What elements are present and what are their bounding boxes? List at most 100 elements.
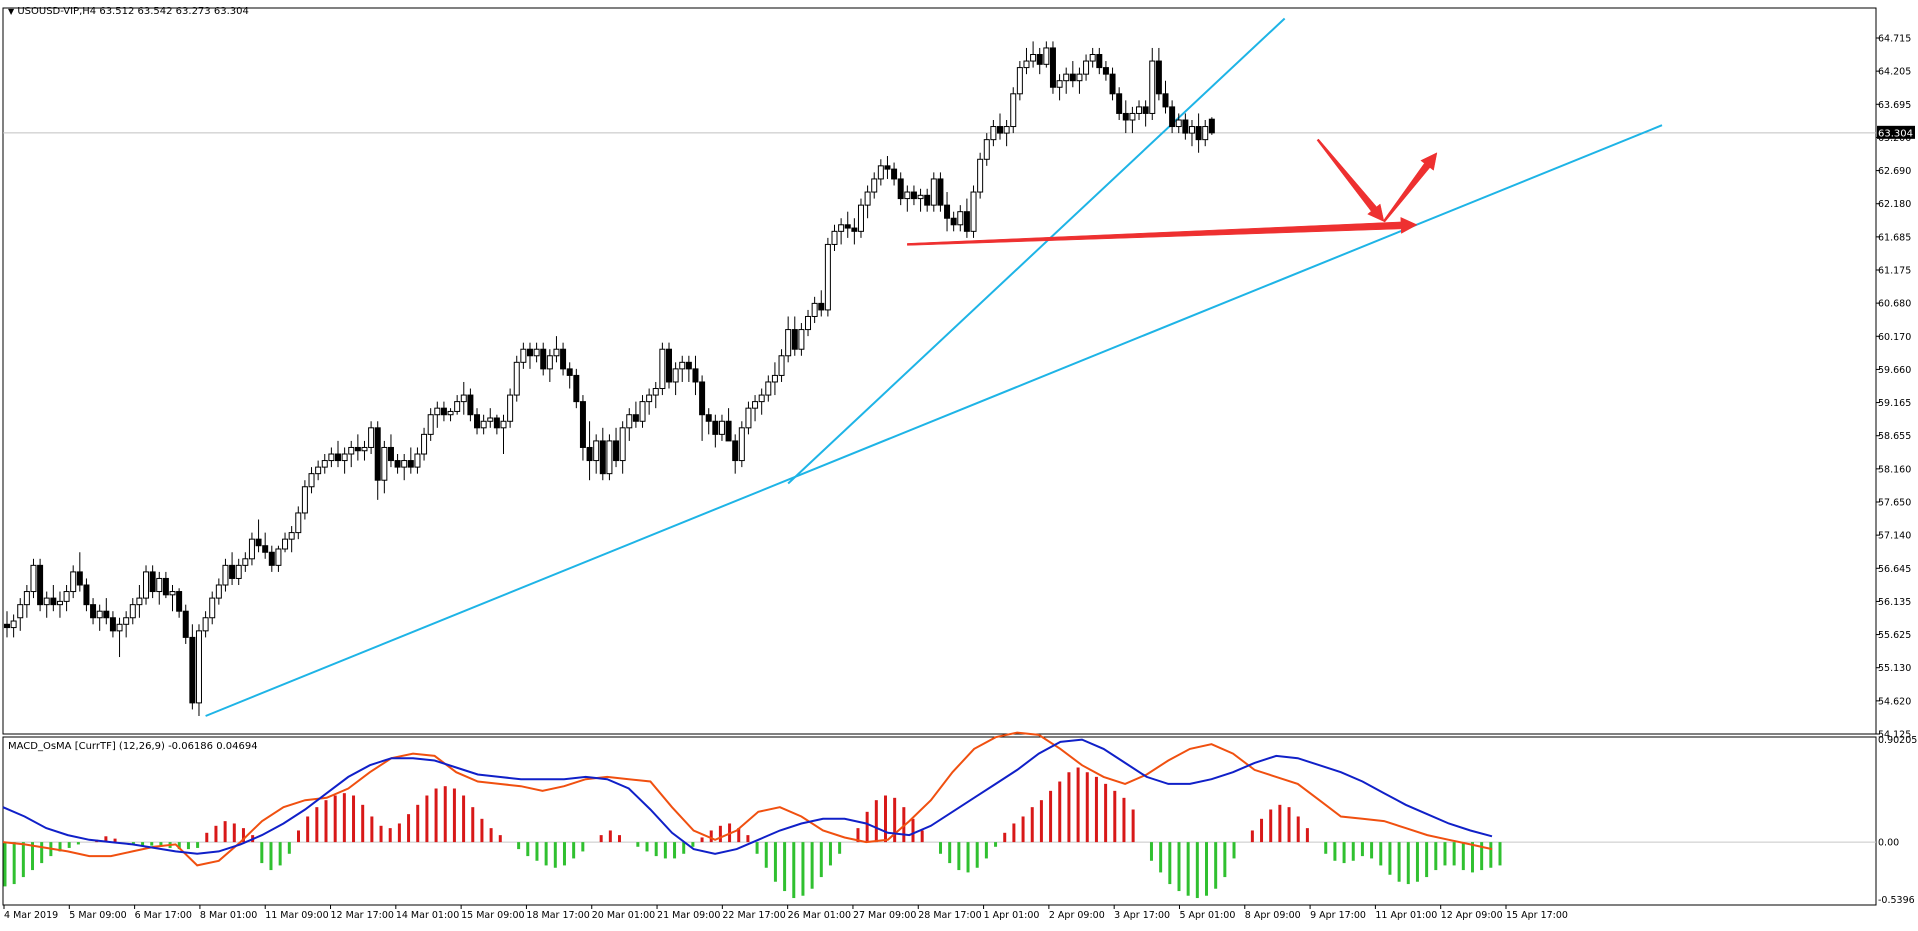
price-tick-label: 62.690 bbox=[1878, 166, 1911, 177]
macd-header: MACD_OsMA [CurrTF] (12,26,9) -0.06186 0.… bbox=[8, 741, 258, 752]
candle-body-bear bbox=[1069, 73, 1076, 82]
candle-body-bull bbox=[785, 329, 792, 357]
candle-body-bull bbox=[811, 302, 818, 317]
price-tick-label: 60.680 bbox=[1878, 299, 1911, 310]
candle-body-bear bbox=[176, 591, 183, 612]
candle-body-bear bbox=[950, 217, 957, 226]
candle-body-bear bbox=[268, 551, 275, 566]
collapse-triangle-icon[interactable]: ▼ bbox=[8, 7, 15, 16]
candle-body-bull bbox=[838, 224, 845, 232]
time-tick-label: 14 Mar 01:00 bbox=[396, 910, 459, 921]
candle-body-bear bbox=[4, 623, 10, 629]
candle-body-bear bbox=[1169, 106, 1176, 128]
candle-body-bull bbox=[917, 194, 924, 200]
candle-body-bull bbox=[242, 558, 249, 566]
macd-tick-label: 0.90205 bbox=[1878, 735, 1917, 746]
candle-body-bull bbox=[70, 571, 77, 593]
candle-body-bear bbox=[467, 394, 474, 416]
candle-body-bull bbox=[798, 329, 805, 350]
price-tick-label: 64.715 bbox=[1878, 34, 1911, 45]
candle-body-bull bbox=[63, 591, 70, 602]
candle-body-bull bbox=[771, 374, 778, 383]
chart-frames bbox=[2, 7, 1877, 906]
time-tick-label: 18 Mar 17:00 bbox=[526, 910, 589, 921]
candle-body-bear bbox=[910, 191, 917, 200]
time-tick-label: 8 Apr 09:00 bbox=[1245, 910, 1301, 921]
candle-body-bull bbox=[745, 407, 752, 429]
candle-body-bear bbox=[963, 211, 970, 232]
candle-body-bull bbox=[308, 473, 315, 488]
time-tick-label: 26 Mar 01:00 bbox=[788, 910, 851, 921]
trendlines[interactable] bbox=[205, 17, 1663, 717]
candle-body-bull bbox=[546, 355, 553, 370]
candle-body-bull bbox=[824, 243, 831, 311]
candle-body-bull bbox=[56, 600, 63, 606]
candle-body-bear bbox=[924, 194, 931, 206]
candle-body-bull bbox=[136, 597, 143, 606]
candle-body-bull bbox=[1003, 126, 1010, 134]
candle-body-bull bbox=[427, 414, 434, 435]
candle-body-bear bbox=[884, 165, 891, 170]
symbol-header: ▼ USOUSD-VIP,H4 63.512 63.542 63.273 63.… bbox=[8, 6, 249, 17]
candle-body-bear bbox=[354, 446, 361, 452]
candle-body-bull bbox=[507, 394, 514, 422]
candle-body-bear bbox=[440, 407, 447, 416]
time-tick-label: 9 Apr 17:00 bbox=[1310, 910, 1366, 921]
macd-tick-label: -0.5396 bbox=[1878, 895, 1915, 906]
arrow bbox=[907, 217, 1418, 246]
candle-body-bear bbox=[103, 610, 110, 619]
candle-body-bull bbox=[202, 617, 209, 632]
candle-body-bull bbox=[17, 604, 24, 619]
candle-body-bear bbox=[83, 584, 90, 606]
candle-body-bear bbox=[566, 368, 573, 376]
price-tick-label: 61.175 bbox=[1878, 266, 1911, 277]
candle-body-bull bbox=[222, 564, 229, 586]
candle-body-bull bbox=[904, 191, 911, 200]
time-tick-label: 11 Mar 09:00 bbox=[265, 910, 328, 921]
time-tick-label: 28 Mar 17:00 bbox=[918, 910, 981, 921]
candle-body-bull bbox=[143, 571, 150, 599]
candle-body-bear bbox=[851, 227, 858, 232]
candle-body-bull bbox=[368, 427, 375, 448]
candle-body-bear bbox=[407, 460, 414, 468]
candle-body-bear bbox=[685, 361, 692, 370]
candle-body-bull bbox=[877, 165, 884, 180]
candle-body-bull bbox=[454, 401, 461, 412]
price-tick-label: 55.625 bbox=[1878, 630, 1911, 641]
candle-body-bull bbox=[679, 361, 686, 370]
candle-body-bear bbox=[1036, 54, 1043, 65]
candle-body-bull bbox=[1188, 126, 1195, 134]
candle-body-bear bbox=[50, 597, 57, 606]
candle-body-bear bbox=[573, 374, 580, 403]
candle-body-bull bbox=[805, 315, 812, 331]
candle-body-bear bbox=[632, 414, 639, 422]
candle-body-bear bbox=[1155, 60, 1162, 95]
price-tick-label: 61.685 bbox=[1878, 232, 1911, 243]
macd-lines bbox=[2, 731, 1493, 867]
price-tick-label: 57.140 bbox=[1878, 531, 1911, 542]
candle-body-bear bbox=[712, 420, 719, 435]
time-tick-label: 5 Mar 09:00 bbox=[69, 910, 126, 921]
candle-body-bull bbox=[123, 617, 130, 625]
candle-body-bull bbox=[487, 417, 494, 422]
candle-body-bear bbox=[944, 204, 951, 219]
candle-body-bull bbox=[513, 361, 520, 396]
candle-body-bear bbox=[387, 446, 394, 462]
drawn-arrows[interactable] bbox=[907, 138, 1438, 246]
candle-body-bull bbox=[752, 401, 759, 409]
candle-body-bear bbox=[335, 453, 341, 462]
trendline bbox=[787, 17, 1286, 485]
macd-info: MACD_OsMA [CurrTF] (12,26,9) -0.06186 0.… bbox=[8, 741, 258, 752]
candle-body-bull bbox=[96, 610, 103, 619]
price-tick-label: 57.650 bbox=[1878, 498, 1911, 509]
macd-line bbox=[2, 738, 1493, 855]
candle-body-bull bbox=[434, 407, 441, 416]
current-price-badge: 63.304 bbox=[1877, 125, 1915, 139]
candle-body-bear bbox=[255, 538, 262, 547]
candle-body-bull bbox=[381, 446, 388, 481]
macd-tick-label: 0.00 bbox=[1878, 838, 1899, 849]
time-tick-label: 8 Mar 01:00 bbox=[200, 910, 257, 921]
candle-body-bull bbox=[1010, 93, 1017, 128]
